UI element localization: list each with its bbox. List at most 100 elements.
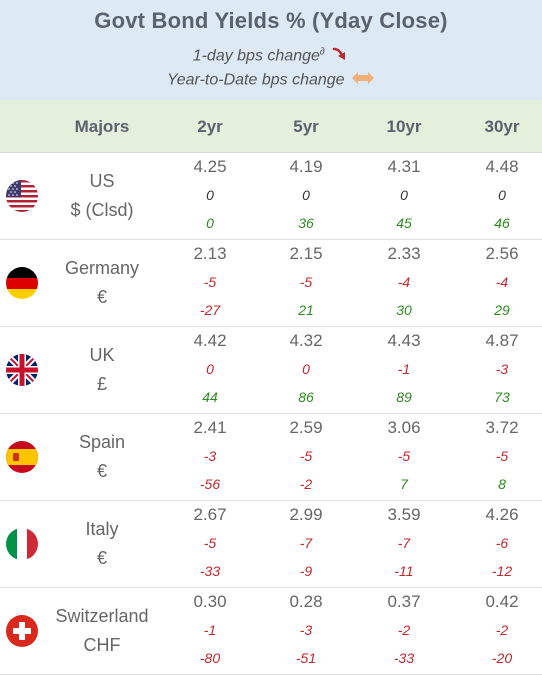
table-row: Spain €2.41 -3 -56 2.59 -5 -2 3.06 -5 7 3.72 -5 8 xyxy=(0,414,542,501)
italy-flag-icon xyxy=(6,528,38,560)
daily-change-value: -6 xyxy=(495,535,509,551)
down-arrow-icon xyxy=(331,45,349,68)
currency-label: $ (Clsd) xyxy=(70,200,134,220)
ytd-change-value: 8 xyxy=(498,476,506,492)
yield-value: 0.42 xyxy=(485,592,519,611)
spain-flag-icon xyxy=(6,441,38,473)
column-header-2yr: 2yr xyxy=(197,117,223,136)
table-row: UK £4.42 0 44 4.32 0 86 4.43 -1 89 4.87 -3 73 xyxy=(0,327,542,414)
ytd-change-value: -33 xyxy=(393,650,415,666)
ytd-change-value: -12 xyxy=(491,563,513,579)
yield-value: 4.25 xyxy=(193,157,227,176)
country-name: US xyxy=(89,171,115,191)
yield-value: 2.99 xyxy=(289,505,323,524)
daily-change-value: 0 xyxy=(206,361,214,377)
yield-value: 3.59 xyxy=(387,505,421,524)
currency-label: € xyxy=(96,548,107,568)
yield-value: 2.13 xyxy=(193,244,227,263)
yield-value: 3.72 xyxy=(485,418,519,437)
ytd-change-value: -2 xyxy=(299,476,313,492)
daily-change-value: 0 xyxy=(206,187,214,203)
daily-change-value: -5 xyxy=(299,448,313,464)
yield-value: 4.32 xyxy=(289,331,323,350)
daily-change-value: -5 xyxy=(299,274,313,290)
yield-value: 4.43 xyxy=(387,331,421,350)
ytd-change-value: -80 xyxy=(199,650,221,666)
daily-change-value: -1 xyxy=(203,622,217,638)
country-name: Switzerland xyxy=(55,606,149,626)
currency-label: € xyxy=(96,461,107,481)
yield-value: 2.56 xyxy=(485,244,519,263)
yield-value: 4.31 xyxy=(387,157,421,176)
yield-value: 2.67 xyxy=(193,505,227,524)
daily-change-value: 0 xyxy=(302,361,310,377)
daily-change-value: -1 xyxy=(397,361,411,377)
table-row: Italy €2.67 -5 -33 2.99 -7 -9 3.59 -7 -11 4.26 -6 -1… xyxy=(0,501,542,588)
ytd-change-value: -51 xyxy=(295,650,317,666)
yield-value: 0.30 xyxy=(193,592,227,611)
ytd-change-value: 36 xyxy=(298,215,314,231)
legend-daily-label: 1-day bps change xyxy=(192,47,320,65)
column-header-10yr: 10yr xyxy=(386,117,422,136)
germany-flag-icon xyxy=(6,267,38,299)
yield-value: 4.19 xyxy=(289,157,323,176)
table-row: Germany €2.13 -5 -27 2.15 -5 21 2.33 -4 30 2.56 -4 2… xyxy=(0,240,542,327)
daily-change-value: -2 xyxy=(495,622,509,638)
ytd-change-value: 30 xyxy=(396,302,412,318)
table-row: Switzerland CHF 0.30 -1 -80 0.28 -3 -51 0.37 -2 -3… xyxy=(0,588,542,675)
ytd-change-value: 0 xyxy=(206,215,214,231)
ytd-change-value: -33 xyxy=(199,563,221,579)
daily-change-value: -5 xyxy=(203,535,217,551)
daily-change-value: 0 xyxy=(400,187,408,203)
ytd-change-value: 45 xyxy=(396,215,412,231)
left-right-arrow-icon xyxy=(351,71,375,90)
yield-value: 3.06 xyxy=(387,418,421,437)
daily-change-value: -4 xyxy=(397,274,411,290)
ytd-change-value: 29 xyxy=(494,302,510,318)
column-header-5yr: 5yr xyxy=(293,117,319,136)
ytd-change-value: -11 xyxy=(394,563,414,579)
legend-superscript: ∂ xyxy=(319,46,325,58)
yield-value: 4.87 xyxy=(485,331,519,350)
ytd-change-value: 73 xyxy=(494,389,510,405)
ytd-change-value: -9 xyxy=(299,563,313,579)
daily-change-value: -7 xyxy=(299,535,313,551)
daily-change-value: -3 xyxy=(299,622,313,638)
column-headers: Majors 2yr 5yr 10yr 30yr xyxy=(0,100,542,153)
daily-change-value: 0 xyxy=(498,187,506,203)
yield-value: 2.15 xyxy=(289,244,323,263)
yield-value: 2.41 xyxy=(193,418,227,437)
yield-value: 0.28 xyxy=(289,592,323,611)
daily-change-value: -4 xyxy=(495,274,509,290)
daily-change-value: -3 xyxy=(203,448,217,464)
country-name: Germany xyxy=(64,258,140,278)
currency-label: £ xyxy=(96,374,107,394)
daily-change-value: 0 xyxy=(302,187,310,203)
ytd-change-value: 86 xyxy=(298,389,314,405)
daily-change-value: -5 xyxy=(203,274,217,290)
currency-label: CHF xyxy=(83,635,121,655)
yield-value: 0.37 xyxy=(387,592,421,611)
table-header: Govt Bond Yields % (Yday Close) 1-day bp… xyxy=(0,0,542,100)
ytd-change-value: 89 xyxy=(396,389,412,405)
yield-value: 2.59 xyxy=(289,418,323,437)
uk-flag-icon xyxy=(6,354,38,386)
ytd-change-value: 7 xyxy=(400,476,408,492)
yield-value: 2.33 xyxy=(387,244,421,263)
ytd-change-value: 21 xyxy=(298,302,314,318)
daily-change-value: -2 xyxy=(397,622,411,638)
column-header-majors: Majors xyxy=(74,117,130,136)
currency-label: € xyxy=(96,287,107,307)
us-flag-icon xyxy=(6,180,38,212)
daily-change-value: -3 xyxy=(495,361,509,377)
country-name: Italy xyxy=(85,519,119,539)
country-name: Spain xyxy=(78,432,126,452)
legend-daily-change: 1-day bps change∂ xyxy=(0,45,542,68)
daily-change-value: -5 xyxy=(495,448,509,464)
ytd-change-value: -27 xyxy=(199,302,221,318)
page-title: Govt Bond Yields % (Yday Close) xyxy=(94,8,448,33)
yield-value: 4.42 xyxy=(193,331,227,350)
yield-value: 4.48 xyxy=(485,157,519,176)
switzerland-flag-icon xyxy=(6,615,38,647)
ytd-change-value: 46 xyxy=(494,215,510,231)
